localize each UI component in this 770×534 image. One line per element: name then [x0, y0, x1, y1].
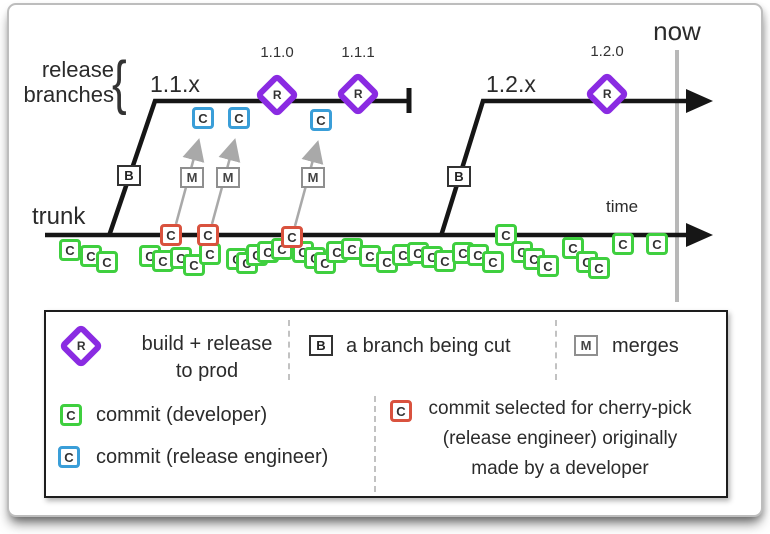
version-label-1-2-0: 1.2.0 [590, 43, 624, 60]
release-letter: R [353, 86, 363, 101]
commit-marker-cherry-pick: C [197, 224, 219, 246]
legend-cherry-pick-line1: commit selected for cherry-pick [428, 398, 692, 419]
legend-release-diamond-icon: R [58, 323, 104, 369]
commit-marker-developer: C [495, 224, 517, 246]
brace-glyph: { [112, 50, 127, 117]
commit-marker-developer: C [183, 254, 205, 276]
trunk-label: trunk [32, 203, 86, 230]
legend-commit-release-engineer-icon: C [58, 446, 80, 468]
legend-merges-label: merges [612, 335, 679, 357]
branch-12x-arrowhead-icon [686, 89, 713, 113]
legend-divider-3 [374, 396, 376, 492]
legend-build-release-label: build + release to prod [112, 331, 302, 385]
legend-cherry-pick-label: commit selected for cherry-pick (release… [402, 394, 718, 484]
branch-12x-label: 1.2.x [486, 71, 536, 97]
branch-cut-marker: B [447, 166, 471, 187]
release-letter: R [76, 338, 86, 353]
release-branches-label: release branches [22, 57, 114, 107]
legend-divider-2 [555, 320, 557, 380]
legend-cherry-pick-line2: (release engineer) originally [442, 428, 678, 449]
legend-cherry-pick-line3: made by a developer [471, 458, 649, 479]
legend-merge-icon: M [574, 335, 598, 356]
merge-marker: M [216, 167, 240, 188]
legend-branch-cut-icon: B [309, 335, 333, 356]
merge-marker: M [180, 167, 204, 188]
branch-11x-label: 1.1.x [150, 71, 200, 97]
commit-marker-developer: C [612, 233, 634, 255]
branch-12x-line [438, 98, 690, 237]
commit-marker-developer: C [199, 243, 221, 265]
release-branches-line2: branches [23, 82, 114, 107]
commit-marker-cherry-pick: C [281, 226, 303, 248]
commit-marker-release-engineer: C [310, 109, 332, 131]
legend-build-release-line1: build + release [141, 333, 273, 355]
merge-marker: M [301, 167, 325, 188]
legend-commit-developer-icon: C [60, 404, 82, 426]
version-label-1-1-1: 1.1.1 [341, 44, 375, 61]
commit-marker-developer: C [96, 251, 118, 273]
commit-marker-release-engineer: C [192, 107, 214, 129]
now-label: now [653, 16, 701, 46]
commit-marker-developer: C [59, 239, 81, 261]
legend-box: R build + release to prod B a branch bei… [44, 310, 728, 498]
commit-marker-developer: C [482, 251, 504, 273]
trunk-arrowhead-icon [686, 223, 713, 247]
commit-marker-cherry-pick: C [160, 224, 182, 246]
legend-commit-release-engineer-label: commit (release engineer) [96, 446, 329, 468]
release-letter: R [272, 87, 282, 102]
branch-cut-marker: B [117, 165, 141, 186]
commit-marker-developer: C [588, 257, 610, 279]
legend-branch-cut-label: a branch being cut [346, 335, 511, 357]
legend-divider-1 [288, 320, 290, 380]
commit-marker-developer: C [646, 233, 668, 255]
legend-commit-developer-label: commit (developer) [96, 404, 268, 426]
branch-11x-line [106, 98, 409, 237]
legend-build-release-line2: to prod [175, 360, 239, 382]
commit-marker-release-engineer: C [228, 107, 250, 129]
version-label-1-1-0: 1.1.0 [260, 44, 294, 61]
legend-cherry-pick-icon: C [390, 400, 412, 422]
release-branches-line1: release [41, 57, 114, 82]
commit-marker-developer: C [537, 255, 559, 277]
time-label: time [606, 197, 639, 216]
release-letter: R [602, 86, 612, 101]
